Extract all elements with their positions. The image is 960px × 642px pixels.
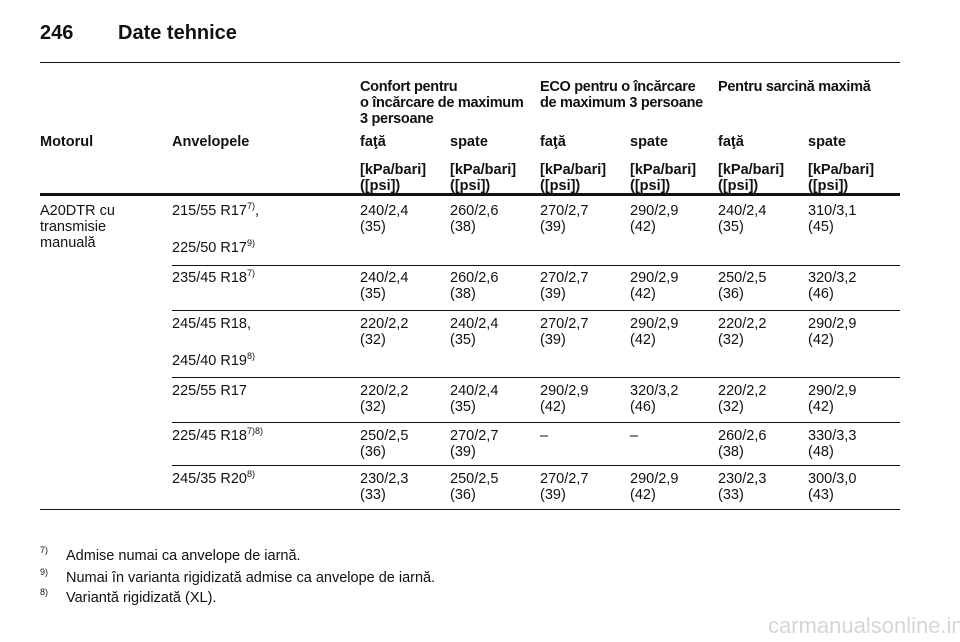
pressure-cell: 230/2,3 (33) (718, 471, 767, 503)
pressure-cell: 270/2,7 (39) (450, 428, 499, 460)
footnote-ref: 9) (246, 238, 255, 248)
pressure-cell: 290/2,9 (42) (630, 270, 679, 302)
footnote-mark: 9) (40, 567, 49, 577)
tyre-size: 245/40 R19 (172, 353, 247, 369)
engine-cell: A20DTR cu transmisie manuală (40, 203, 115, 251)
tyre-cell: 215/55 R177), (172, 201, 260, 220)
unit-header: [kPa/bari] ([psi]) (808, 162, 875, 194)
pressure-cell: 220/2,2 (32) (360, 383, 409, 415)
footnote-ref: 7) (246, 268, 255, 278)
footnote-text: Numai în varianta rigidizată admise ca a… (66, 570, 436, 586)
tyre-size: 225/50 R17 (172, 240, 247, 256)
pressure-cell: 270/2,7 (39) (540, 203, 589, 235)
pressure-cell: 260/2,6 (38) (450, 203, 499, 235)
pressure-cell: 270/2,7 (39) (540, 316, 589, 348)
header-rule (40, 62, 900, 63)
pressure-cell: 240/2,4 (35) (450, 383, 499, 415)
tyre-cell: 225/55 R17 (172, 383, 247, 399)
row-rule (172, 310, 900, 311)
pressure-cell: 260/2,6 (38) (718, 428, 767, 460)
footnote-ref: 7) (246, 201, 255, 211)
footnote-mark: 7) (40, 545, 49, 555)
tyre-cell: 225/50 R179) (172, 238, 255, 257)
tyre-size: 215/55 R17 (172, 203, 247, 219)
group-header: Confort pentru o încărcare de maximum 3 … (360, 79, 524, 127)
column-header: Motorul (40, 134, 94, 150)
pressure-cell: 240/2,4 (35) (360, 203, 409, 235)
row-rule (172, 465, 900, 466)
pressure-cell: 250/2,5 (36) (718, 270, 767, 302)
footnote-text: Variantă rigidizată (XL). (66, 590, 217, 606)
row-rule (40, 509, 900, 510)
pressure-cell: – (540, 428, 549, 444)
tyre-size: 225/55 R17 (172, 383, 247, 399)
pressure-cell: 290/2,9 (42) (808, 316, 857, 348)
header-thick-rule (40, 193, 900, 196)
pressure-cell: 290/2,9 (42) (808, 383, 857, 415)
pressure-cell: 260/2,6 (38) (450, 270, 499, 302)
pressure-cell: 290/2,9 (42) (630, 471, 679, 503)
unit-header: [kPa/bari] ([psi]) (630, 162, 697, 194)
unit-header: [kPa/bari] ([psi]) (540, 162, 607, 194)
footnote-ref: 8) (246, 351, 255, 361)
group-header: ECO pentru o încărcare de maximum 3 pers… (540, 79, 703, 111)
pressure-cell: 240/2,4 (35) (450, 316, 499, 348)
footnote-text: Admise numai ca anvelope de iarnă. (66, 548, 301, 564)
pressure-cell: 320/3,2 (46) (808, 270, 857, 302)
column-header: spate (630, 134, 668, 150)
page-title: Date tehnice (118, 22, 237, 44)
row-rule (172, 377, 900, 378)
footnote-ref: 7)8) (246, 426, 263, 436)
pressure-cell: 270/2,7 (39) (540, 471, 589, 503)
watermark: carmanualsonline.info (768, 613, 960, 638)
tyre-cell: 225/45 R187)8) (172, 426, 263, 445)
tyre-size: 225/45 R18 (172, 428, 247, 444)
pressure-cell: 240/2,4 (35) (718, 203, 767, 235)
pressure-cell: 290/2,9 (42) (630, 203, 679, 235)
pressure-cell: 250/2,5 (36) (360, 428, 409, 460)
column-header: spate (808, 134, 846, 150)
pressure-cell: 220/2,2 (32) (360, 316, 409, 348)
pressure-cell: 220/2,2 (32) (718, 383, 767, 415)
pressure-cell: 240/2,4 (35) (360, 270, 409, 302)
unit-header: [kPa/bari] ([psi]) (450, 162, 517, 194)
pressure-cell: 310/3,1 (45) (808, 203, 857, 235)
footnote-ref: 8) (246, 469, 255, 479)
pressure-cell: 220/2,2 (32) (718, 316, 767, 348)
column-header: spate (450, 134, 488, 150)
column-header: faţă (540, 134, 566, 150)
pressure-cell: 290/2,9 (42) (630, 316, 679, 348)
tyre-size: 235/45 R18 (172, 270, 247, 286)
pressure-cell: – (630, 428, 639, 444)
page-number: 246 (40, 22, 74, 44)
column-header: faţă (718, 134, 744, 150)
unit-header: [kPa/bari] ([psi]) (360, 162, 427, 194)
column-header: faţă (360, 134, 386, 150)
pressure-cell: 320/3,2 (46) (630, 383, 679, 415)
tyre-cell: 245/40 R198) (172, 351, 255, 370)
pressure-cell: 330/3,3 (48) (808, 428, 857, 460)
row-rule (172, 265, 900, 266)
pressure-cell: 300/3,0 (43) (808, 471, 857, 503)
row-rule (172, 422, 900, 423)
unit-header: [kPa/bari] ([psi]) (718, 162, 785, 194)
tyre-cell: 245/45 R18, (172, 316, 251, 332)
tyre-cell: 235/45 R187) (172, 268, 255, 287)
column-header: Anvelopele (172, 134, 250, 150)
pressure-cell: 230/2,3 (33) (360, 471, 409, 503)
pressure-cell: 270/2,7 (39) (540, 270, 589, 302)
pressure-cell: 290/2,9 (42) (540, 383, 589, 415)
pressure-cell: 250/2,5 (36) (450, 471, 499, 503)
tyre-cell: 245/35 R208) (172, 469, 255, 488)
footnote-mark: 8) (40, 587, 49, 597)
tyre-size: 245/45 R18, (172, 316, 252, 332)
group-header: Pentru sarcină maximă (718, 79, 871, 95)
tyre-suffix: , (255, 203, 260, 219)
tyre-size: 245/35 R20 (172, 471, 247, 487)
